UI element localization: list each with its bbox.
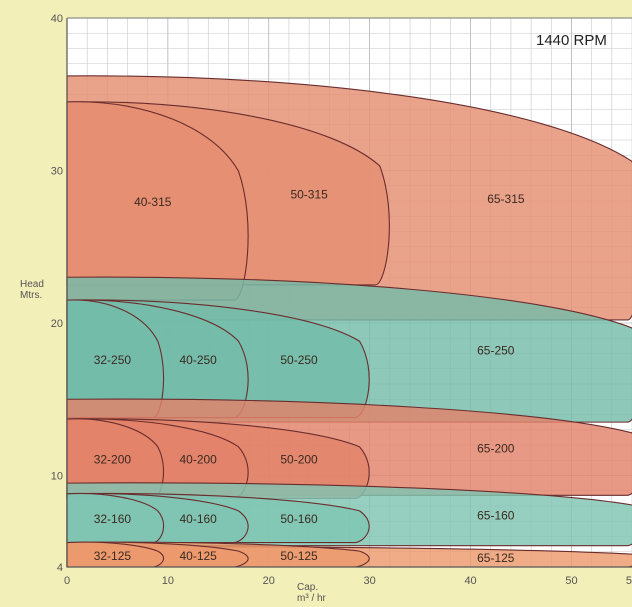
zone-labels: 65-315 50-315 40-315 65-250 50-250 40-250 32-2… — [94, 187, 525, 565]
zone-label-32-250: 32-250 — [94, 353, 132, 367]
zone-label-40-160: 40-160 — [179, 512, 217, 526]
zone-label-50-315: 50-315 — [290, 187, 328, 201]
y-tick-label: 20 — [51, 318, 63, 330]
x-axis-label-line: m³ / hr — [297, 593, 327, 604]
y-tick-label: 4 — [57, 562, 63, 574]
x-tick-label: 10 — [162, 575, 174, 587]
x-tick-label: 0 — [64, 575, 70, 587]
x-tick-label: 20 — [263, 575, 275, 587]
zone-32-160 — [66, 492, 165, 544]
zone-label-32-125: 32-125 — [94, 549, 132, 563]
y-axis-label-line: Mtrs. — [20, 290, 42, 301]
zone-label-32-160: 32-160 — [94, 512, 132, 526]
x-tick-label: 56 — [626, 575, 632, 587]
zone-label-32-200: 32-200 — [94, 453, 132, 467]
zone-label-50-160: 50-160 — [280, 512, 318, 526]
x-axis-label-line: Cap. — [297, 582, 318, 593]
chart-title: 1440 RPM — [536, 32, 607, 49]
zone-label-65-160: 65-160 — [477, 508, 515, 522]
x-tick-label: 50 — [565, 575, 577, 587]
zone-label-50-125: 50-125 — [280, 549, 318, 563]
zone-label-65-125: 65-125 — [477, 551, 515, 565]
zone-label-40-125: 40-125 — [179, 549, 217, 563]
x-tick-label: 30 — [364, 575, 376, 587]
axis-ticks: 0 10 20 30 40 50 56 4 10 20 30 40 — [51, 13, 632, 587]
zone-label-40-200: 40-200 — [179, 453, 217, 467]
zone-label-65-315: 65-315 — [487, 192, 525, 206]
y-tick-label: 30 — [51, 166, 63, 178]
zone-label-40-315: 40-315 — [134, 195, 172, 209]
x-tick-label: 40 — [464, 575, 476, 587]
zone-label-50-250: 50-250 — [280, 353, 318, 367]
zone-label-65-200: 65-200 — [477, 441, 515, 455]
y-tick-label: 40 — [51, 13, 63, 25]
performance-zones — [66, 75, 632, 568]
zone-32-125 — [66, 541, 165, 568]
zone-label-40-250: 40-250 — [179, 353, 217, 367]
axes — [66, 17, 632, 568]
zone-label-65-250: 65-250 — [477, 344, 515, 358]
x-axis-label: Cap. m³ / hr — [297, 582, 327, 604]
zone-label-50-200: 50-200 — [280, 453, 318, 467]
y-axis-label-line: Head — [20, 279, 44, 290]
y-axis-label: Head Mtrs. — [20, 279, 44, 301]
y-tick-label: 10 — [51, 471, 63, 483]
